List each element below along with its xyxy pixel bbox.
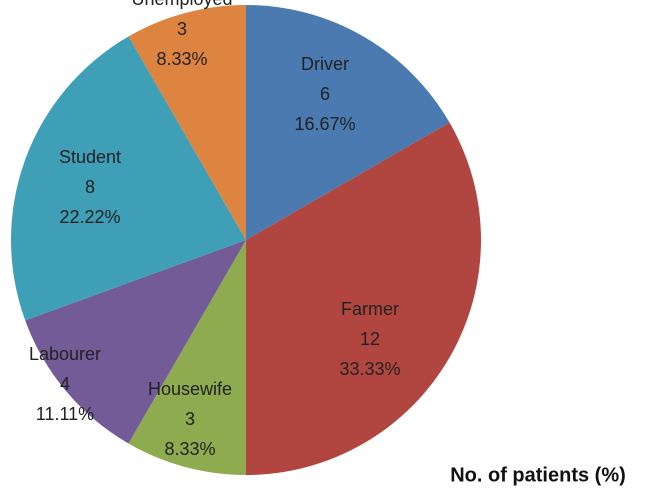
pie-slice (25, 240, 246, 444)
pie-slice (128, 5, 246, 240)
slice-value-label: 3 (185, 409, 195, 429)
slice-percent-label: 8.33% (164, 439, 215, 459)
slice-value-label: 8 (85, 177, 95, 197)
slice-category-label: Driver (301, 54, 349, 74)
slice-category-label: Labourer (29, 344, 101, 364)
pie-slice (246, 122, 481, 475)
slice-percent-label: 22.22% (59, 207, 120, 227)
slice-value-label: 12 (360, 329, 380, 349)
slice-percent-label: 8.33% (156, 49, 207, 69)
slice-percent-label: 16.67% (294, 114, 355, 134)
slice-category-label: Unemployed (131, 0, 232, 9)
slice-percent-label: 33.33% (339, 359, 400, 379)
slice-value-label: 3 (177, 19, 187, 39)
pie-slice (128, 240, 246, 475)
pie-slice (10, 36, 246, 321)
slice-value-label: 4 (60, 374, 70, 394)
pie-slice (246, 5, 450, 240)
slice-category-label: Housewife (148, 379, 232, 399)
slice-category-label: Farmer (341, 299, 399, 319)
slice-value-label: 6 (320, 84, 330, 104)
slice-category-label: Student (59, 147, 121, 167)
chart-title: No. of patients (%) (450, 464, 626, 486)
slice-percent-label: 11.11% (36, 404, 94, 424)
